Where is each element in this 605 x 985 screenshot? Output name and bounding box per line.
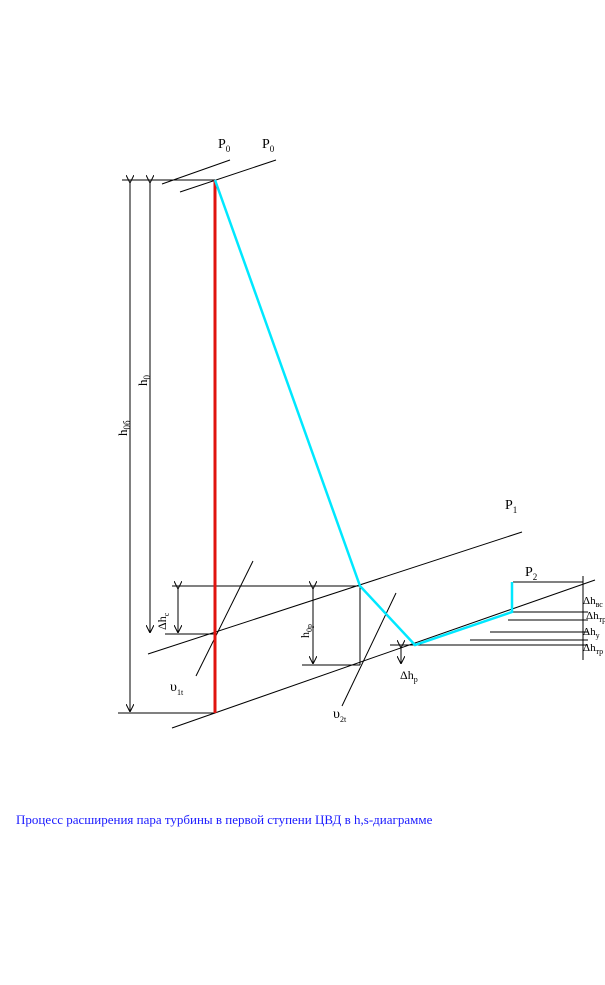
label-p1: P1 <box>505 498 517 515</box>
right-loss-labels: Δhвс Δhтр Δhу Δhтр <box>583 595 605 656</box>
label-h0p: h0p <box>298 624 314 638</box>
label-dh-vs: Δhвс <box>583 595 603 609</box>
isobar-p1 <box>147 531 523 655</box>
label-h0: h0 <box>135 375 152 387</box>
isochore-v1t <box>195 560 254 677</box>
label-v1t: υ1t <box>170 680 184 697</box>
label-p0-right: P0 <box>262 137 275 154</box>
label-dhp: Δhp <box>400 668 418 684</box>
label-v2t: υ2t <box>333 707 347 724</box>
expansion-process-line <box>213 179 514 647</box>
isobar-p0-right <box>179 159 277 193</box>
label-dhc: Δhc <box>155 612 171 630</box>
diagram-caption: Процесс расширения пара турбины в первой… <box>16 812 433 827</box>
label-dh-tr-2: Δhтр <box>583 642 603 656</box>
isobar-lower <box>171 579 596 729</box>
label-p2: P2 <box>525 565 537 582</box>
label-dh-u: Δhу <box>583 626 600 640</box>
isochore-v2t <box>341 592 397 707</box>
label-p0-left: P0 <box>218 137 231 154</box>
label-dh-tr-1: Δhтр <box>586 610 605 624</box>
label-h0b: h0б <box>115 420 132 436</box>
